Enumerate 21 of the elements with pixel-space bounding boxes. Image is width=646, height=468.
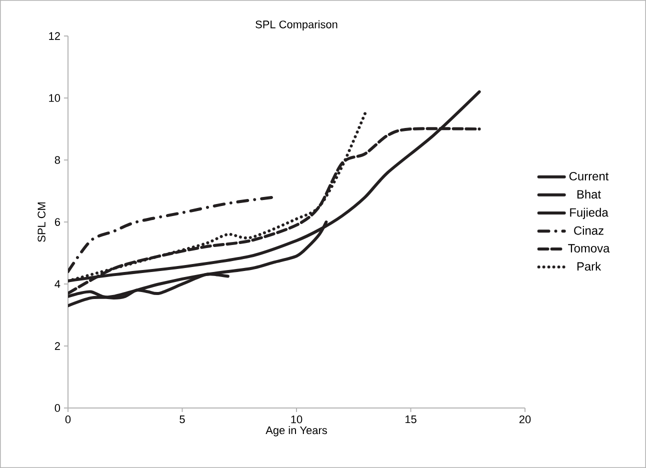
y-tick-label: 2 <box>54 342 60 350</box>
y-tick-label: 4 <box>54 280 60 288</box>
y-tick-label: 0 <box>54 404 60 412</box>
legend-label: Tomova <box>568 244 610 253</box>
x-tick-label: 10 <box>291 416 302 424</box>
legend-label: Current <box>569 172 609 180</box>
x-tick-label: 5 <box>180 416 185 424</box>
x-tick-label: 0 <box>65 416 71 424</box>
chart-title: SPL Comparison <box>256 20 338 30</box>
x-tick-label: 20 <box>519 416 531 424</box>
y-tick-label: 6 <box>54 218 60 226</box>
legend-label: Fujieda <box>570 208 608 220</box>
legend-label: Park <box>577 262 602 271</box>
y-axis-title: SPL CM <box>38 202 46 242</box>
y-tick-label: 12 <box>49 32 60 40</box>
x-tick-label: 15 <box>405 416 416 424</box>
y-tick-label: 10 <box>49 94 60 102</box>
x-axis-title: Age in Years <box>266 426 327 436</box>
y-tick-label: 8 <box>54 156 60 164</box>
legend-label: Bhat <box>577 190 601 199</box>
legend-label: Cinaz <box>574 226 604 235</box>
